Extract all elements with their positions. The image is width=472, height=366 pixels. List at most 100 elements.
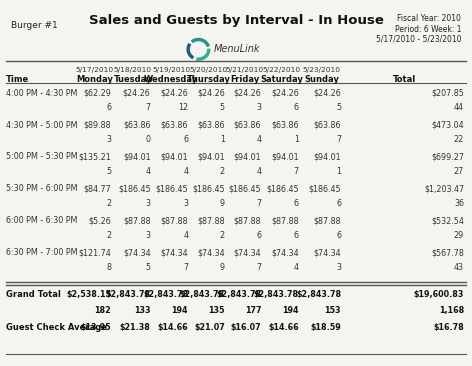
Text: $2,843.78: $2,843.78: [180, 290, 225, 299]
Text: Saturday: Saturday: [261, 75, 303, 85]
Text: $63.86: $63.86: [313, 120, 341, 130]
Text: 7: 7: [256, 199, 261, 208]
Text: $5.26: $5.26: [88, 216, 111, 225]
Text: 44: 44: [454, 103, 464, 112]
Text: 153: 153: [325, 306, 341, 315]
Text: $19,600.83: $19,600.83: [413, 290, 464, 299]
Text: 4: 4: [183, 231, 188, 240]
Text: 194: 194: [282, 306, 299, 315]
Text: $473.04: $473.04: [431, 120, 464, 130]
Text: 6: 6: [294, 103, 299, 112]
Text: Guest Check Average: Guest Check Average: [6, 323, 107, 332]
Text: $135.21: $135.21: [78, 153, 111, 161]
Text: $13.95: $13.95: [81, 323, 111, 332]
Text: 4:30 PM - 5:00 PM: 4:30 PM - 5:00 PM: [6, 120, 77, 130]
Text: 5/20/2010: 5/20/2010: [189, 67, 228, 73]
Text: $94.01: $94.01: [123, 153, 151, 161]
Text: 1: 1: [336, 167, 341, 176]
Text: 3: 3: [256, 103, 261, 112]
Text: Time: Time: [6, 75, 29, 85]
Text: MenuLink: MenuLink: [214, 44, 261, 54]
Text: $87.88: $87.88: [123, 216, 151, 225]
Text: 27: 27: [454, 167, 464, 176]
Text: Grand Total: Grand Total: [6, 290, 61, 299]
Text: 5: 5: [336, 103, 341, 112]
Text: $14.66: $14.66: [268, 323, 299, 332]
Text: $24.26: $24.26: [271, 89, 299, 98]
Text: 7: 7: [183, 263, 188, 272]
Text: 133: 133: [134, 306, 151, 315]
Text: 6:00 PM - 6:30 PM: 6:00 PM - 6:30 PM: [6, 216, 77, 225]
Text: 29: 29: [454, 231, 464, 240]
Text: 2: 2: [219, 167, 225, 176]
Text: $186.45: $186.45: [266, 184, 299, 194]
Text: 5/18/2010: 5/18/2010: [114, 67, 152, 73]
Text: $63.86: $63.86: [271, 120, 299, 130]
Text: $21.38: $21.38: [120, 323, 151, 332]
Text: 5: 5: [145, 263, 151, 272]
Text: $89.88: $89.88: [84, 120, 111, 130]
Text: Wednesday: Wednesday: [144, 75, 198, 85]
Text: $186.45: $186.45: [309, 184, 341, 194]
Text: Total: Total: [393, 75, 416, 85]
Text: $63.86: $63.86: [123, 120, 151, 130]
Text: 1: 1: [220, 135, 225, 144]
Text: $2,843.78: $2,843.78: [143, 290, 188, 299]
Text: 5:00 PM - 5:30 PM: 5:00 PM - 5:30 PM: [6, 153, 78, 161]
Text: $87.88: $87.88: [271, 216, 299, 225]
Text: 6: 6: [336, 199, 341, 208]
Text: $84.77: $84.77: [84, 184, 111, 194]
Text: $567.78: $567.78: [431, 249, 464, 257]
Text: $186.45: $186.45: [155, 184, 188, 194]
Text: 194: 194: [172, 306, 188, 315]
Text: 6: 6: [336, 231, 341, 240]
Text: $24.26: $24.26: [197, 89, 225, 98]
Text: $186.45: $186.45: [118, 184, 151, 194]
Text: $74.34: $74.34: [123, 249, 151, 257]
Text: $186.45: $186.45: [229, 184, 261, 194]
Text: $94.01: $94.01: [197, 153, 225, 161]
Text: $74.34: $74.34: [197, 249, 225, 257]
Text: $87.88: $87.88: [197, 216, 225, 225]
Text: 4: 4: [256, 167, 261, 176]
Text: 1,168: 1,168: [439, 306, 464, 315]
Text: $2,843.78: $2,843.78: [254, 290, 299, 299]
Text: $699.27: $699.27: [431, 153, 464, 161]
Text: $16.78: $16.78: [433, 323, 464, 332]
Text: 5/19/2010: 5/19/2010: [152, 67, 190, 73]
Text: 4:00 PM - 4:30 PM: 4:00 PM - 4:30 PM: [6, 89, 77, 98]
Text: 3: 3: [183, 199, 188, 208]
Text: $63.86: $63.86: [197, 120, 225, 130]
Text: 7: 7: [145, 103, 151, 112]
Text: 2: 2: [106, 199, 111, 208]
Text: 22: 22: [454, 135, 464, 144]
Text: $16.07: $16.07: [231, 323, 261, 332]
Text: $74.34: $74.34: [313, 249, 341, 257]
Text: $2,538.15: $2,538.15: [66, 290, 111, 299]
Text: Tuesday: Tuesday: [114, 75, 152, 85]
Text: 2: 2: [219, 231, 225, 240]
Text: 43: 43: [454, 263, 464, 272]
Text: 5: 5: [106, 167, 111, 176]
Text: 177: 177: [245, 306, 261, 315]
Text: 3: 3: [336, 263, 341, 272]
Text: $24.26: $24.26: [313, 89, 341, 98]
Text: $74.34: $74.34: [234, 249, 261, 257]
Text: 9: 9: [219, 263, 225, 272]
Text: Friday: Friday: [230, 75, 260, 85]
Text: $1,203.47: $1,203.47: [424, 184, 464, 194]
Text: 36: 36: [454, 199, 464, 208]
Text: Thursday: Thursday: [186, 75, 230, 85]
Text: 5/17/2010: 5/17/2010: [75, 67, 113, 73]
Text: 6: 6: [183, 135, 188, 144]
Text: $74.34: $74.34: [271, 249, 299, 257]
Text: 3: 3: [106, 135, 111, 144]
Text: $2,843.78: $2,843.78: [105, 290, 151, 299]
Text: $24.26: $24.26: [123, 89, 151, 98]
Text: 6: 6: [106, 103, 111, 112]
Text: Sales and Guests by Interval - In House: Sales and Guests by Interval - In House: [89, 14, 383, 27]
Text: 0: 0: [145, 135, 151, 144]
Text: $94.01: $94.01: [271, 153, 299, 161]
Text: 4: 4: [145, 167, 151, 176]
Text: 7: 7: [294, 167, 299, 176]
